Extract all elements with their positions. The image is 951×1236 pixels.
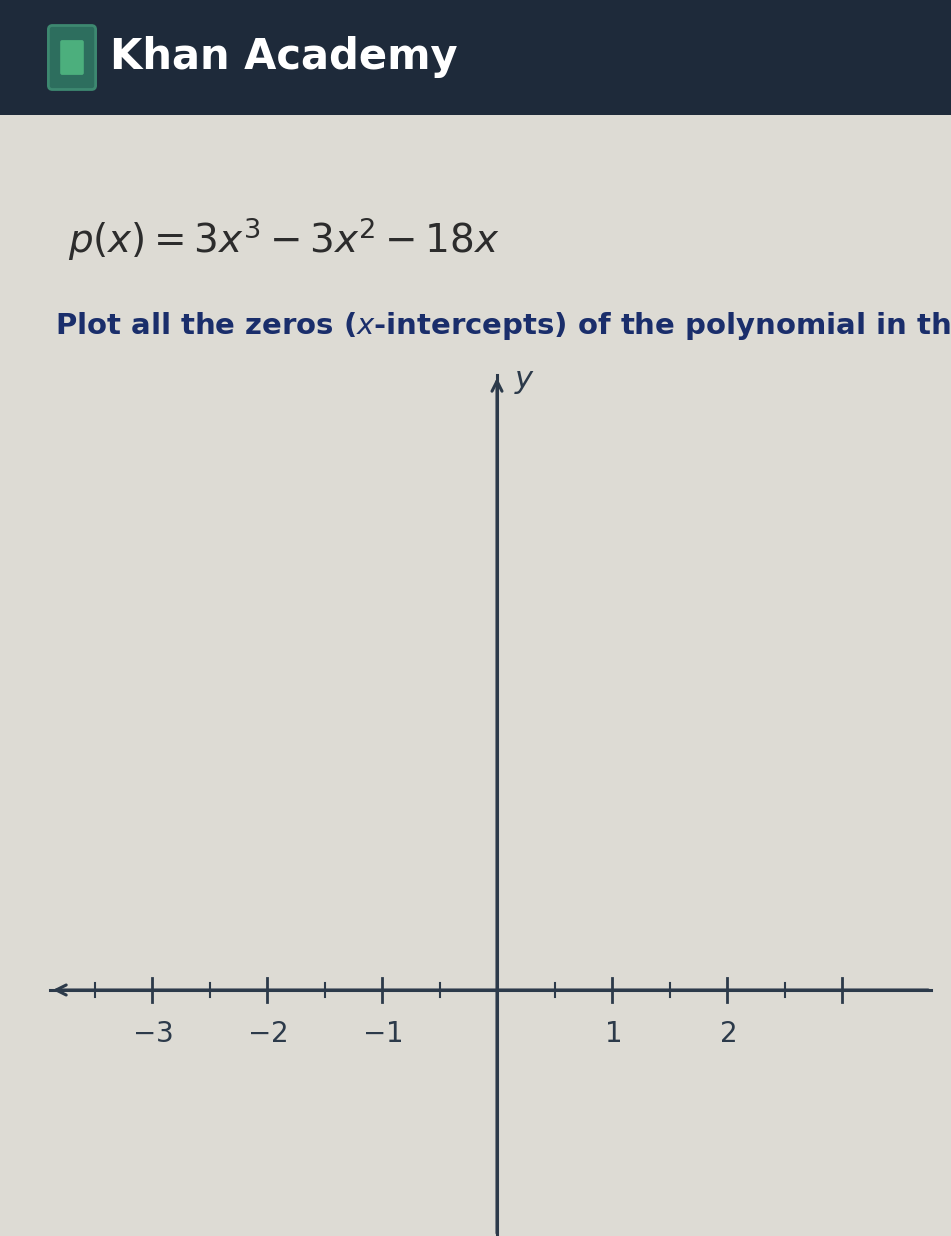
FancyBboxPatch shape (60, 40, 84, 75)
Text: Plot all the zeros ($x$-intercepts) of the polynomial in th: Plot all the zeros ($x$-intercepts) of t… (55, 310, 951, 342)
Text: y: y (515, 365, 533, 394)
Text: $p(x) = 3x^3 - 3x^2 - 18x$: $p(x) = 3x^3 - 3x^2 - 18x$ (68, 215, 499, 263)
Text: $1$: $1$ (604, 1020, 620, 1048)
Text: $-3$: $-3$ (131, 1020, 172, 1048)
Text: Khan Academy: Khan Academy (110, 37, 457, 79)
Text: $2$: $2$ (719, 1020, 735, 1048)
Bar (0, 0, 951, 115)
Text: $-1$: $-1$ (362, 1020, 402, 1048)
Text: $-2$: $-2$ (247, 1020, 287, 1048)
FancyBboxPatch shape (49, 26, 96, 89)
